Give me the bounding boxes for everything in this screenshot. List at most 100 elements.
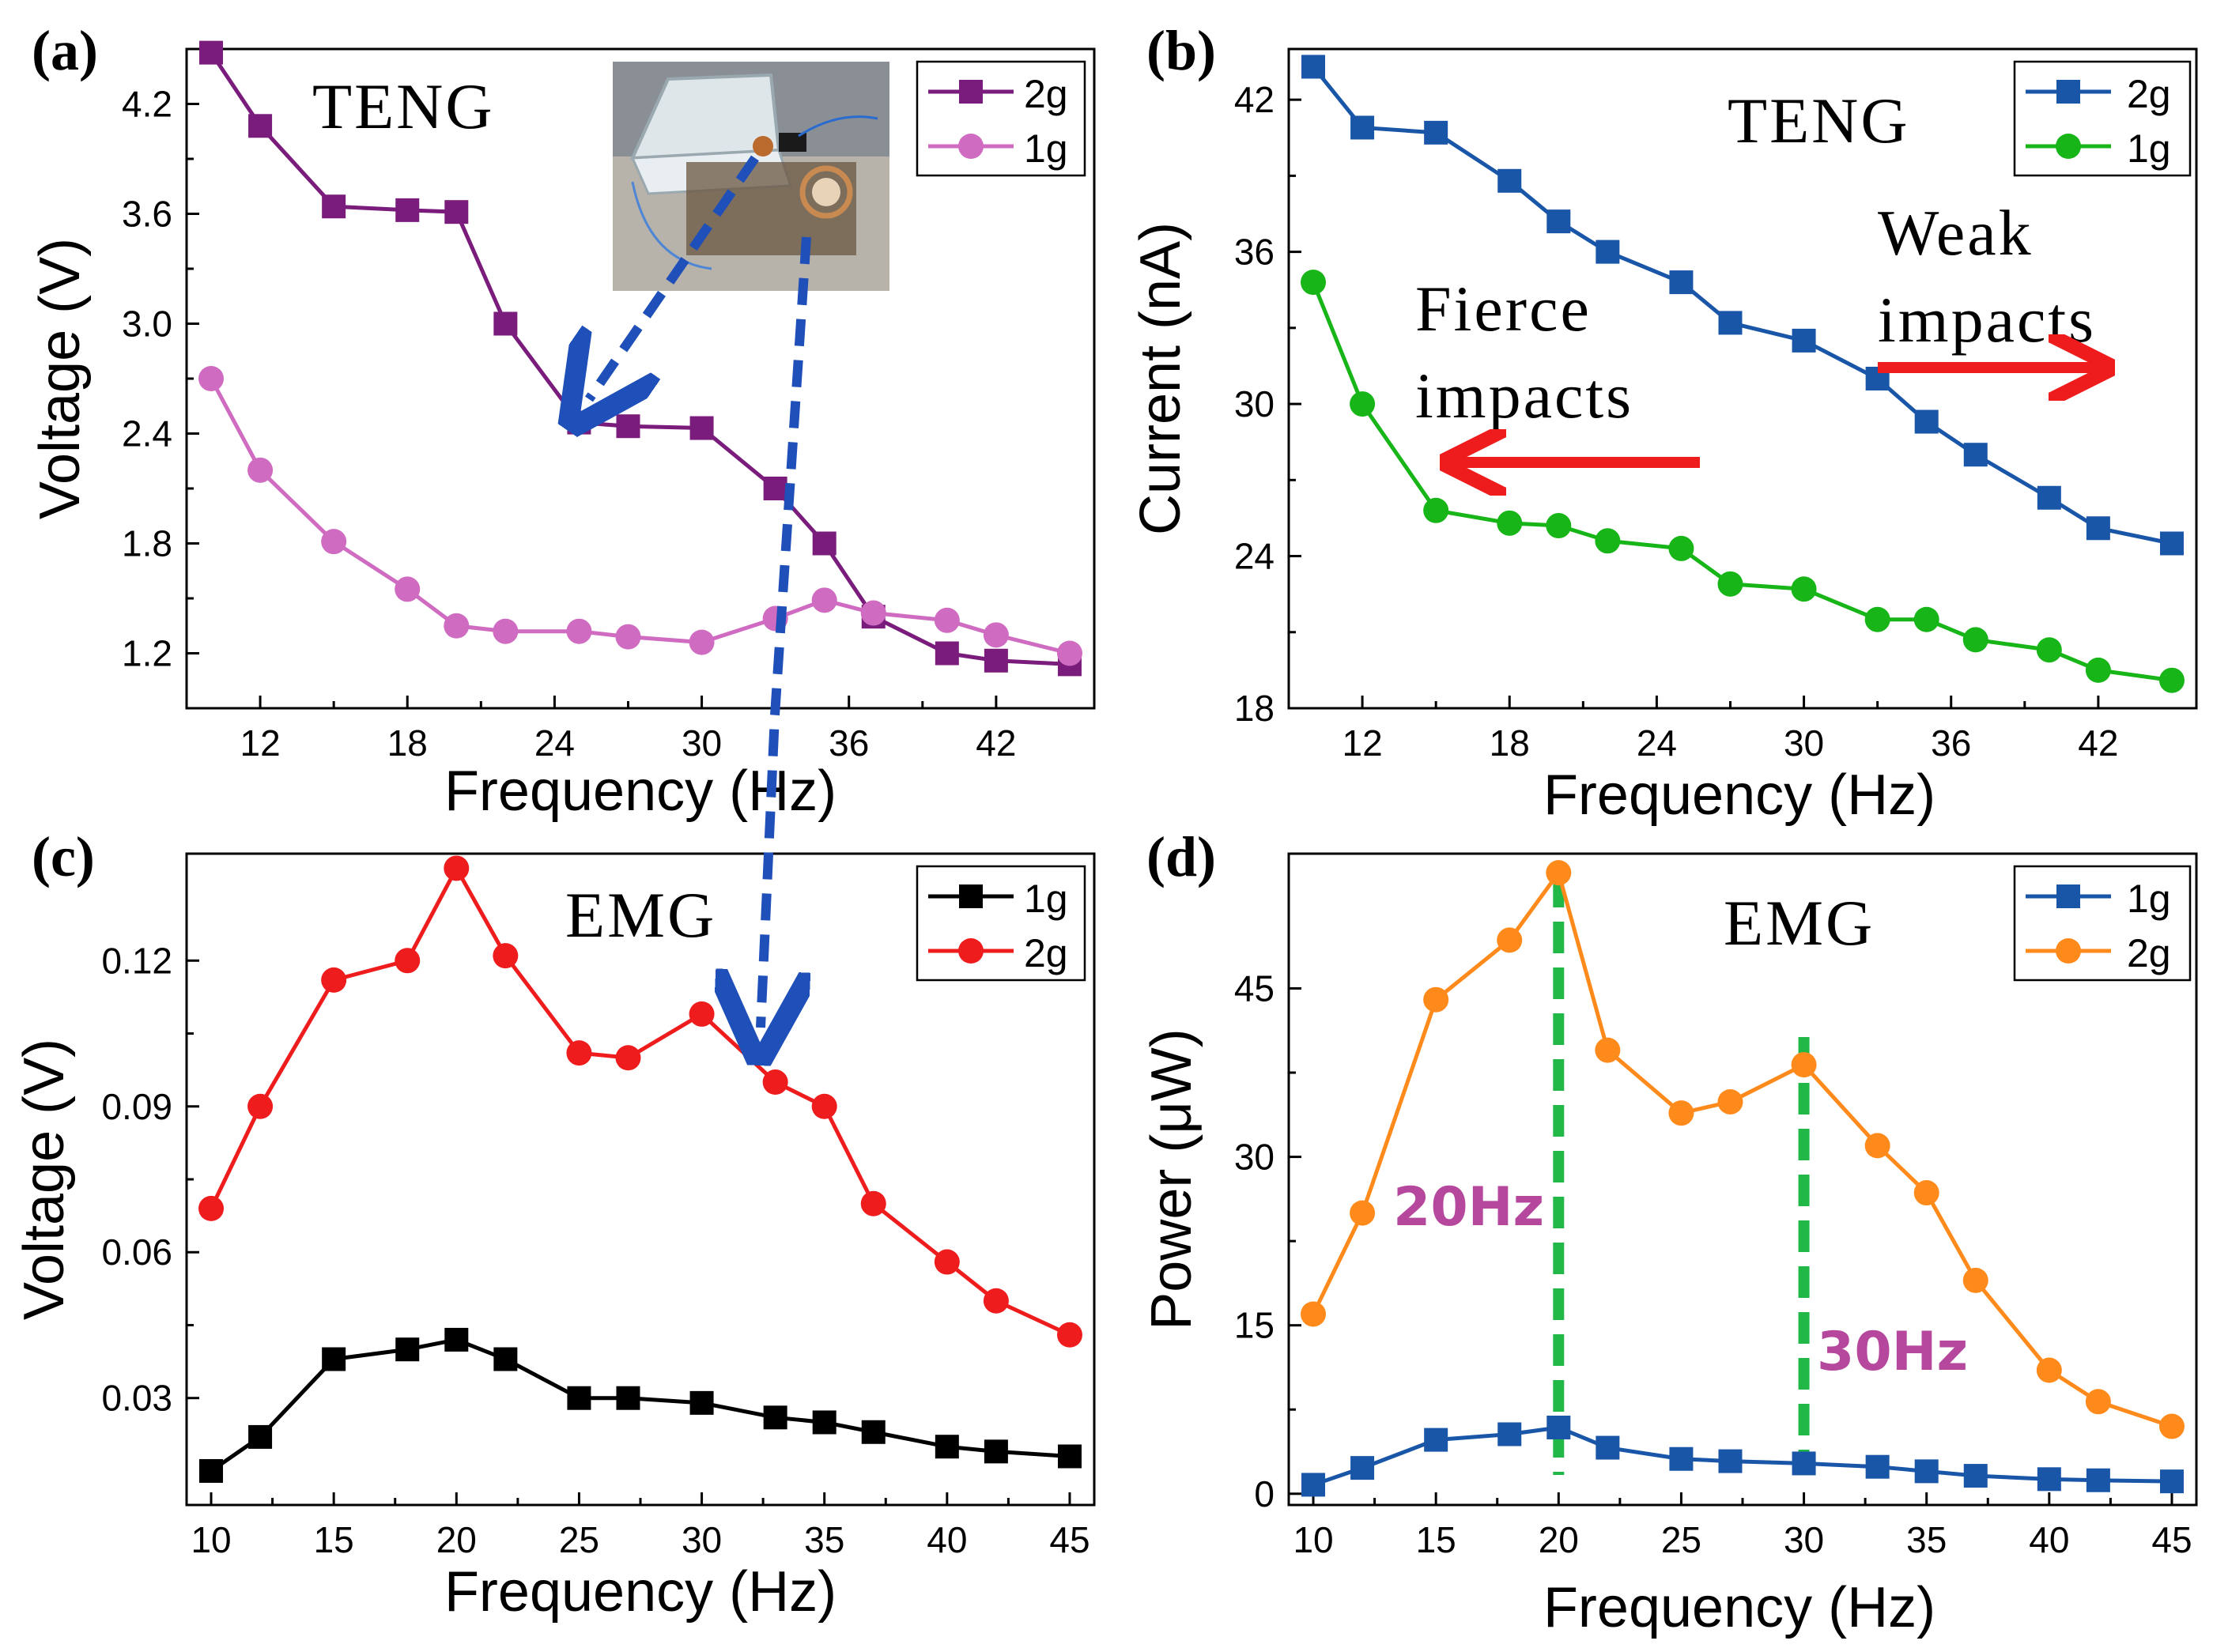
data-point-2g [248,114,273,138]
y-tick-label: 15 [1234,1305,1275,1346]
y-tick-label: 1.2 [122,633,172,674]
data-point-1g [1595,528,1621,554]
data-point-2g [1914,409,1939,434]
data-point-2g [493,311,518,336]
data-point-1g [1914,1459,1939,1484]
x-tick-label: 25 [1661,1519,1701,1560]
annotation-fierce-2: impacts [1415,360,1633,432]
data-point-2g [763,477,787,500]
data-point-2g [322,194,346,219]
data-point-2g [1301,55,1326,79]
legend-label-b-2g: 2g [2127,72,2171,116]
legend-swatch-marker-2g [958,938,984,964]
data-point-2g [1963,443,1988,467]
y-tick-label: 3.6 [122,194,172,235]
x-axis-title-c: Frequency (Hz) [444,1560,836,1624]
legend-label-d-1g: 1g [2127,877,2171,921]
data-point-1g [1301,1473,1326,1497]
data-point-1g [2159,1469,2184,1494]
x-tick-label: 30 [682,722,722,764]
legend-swatch-marker-2g [959,80,983,104]
data-point-2g [1546,860,1572,886]
legend-d: 1g 2g [2013,865,2192,982]
y-tick-label: 3.0 [122,304,172,345]
panel-a: 12 18 24 30 36 421.21.82.43.03.64.2 (a) TENG … [28,19,1096,823]
data-point-2g [1424,120,1448,145]
data-point-2g [615,1045,641,1071]
panel-d: 10 15 20 25 30 35 40 45 0 15 30 45 (d) EMG 20Hz 30H… [1140,825,2198,1639]
data-point-1g [1056,640,1082,666]
data-point-1g [1423,497,1449,523]
y-axis-title-a: Voltage (V) [28,238,92,519]
data-point-2g [2036,1357,2062,1383]
y-axis-title-b: Current (nA) [1129,222,1192,535]
y-axis-title-c: Voltage (V) [13,1039,76,1320]
data-point-1g [321,529,347,555]
data-point-1g [1668,535,1694,561]
data-point-2g [1596,240,1620,264]
x-axis-title-b: Frequency (Hz) [1543,764,1935,827]
data-point-1g [983,622,1009,648]
x-tick-label: 25 [559,1519,599,1560]
data-point-1g [444,1327,469,1352]
x-tick-label: 12 [240,722,280,764]
x-tick-label: 35 [804,1519,844,1560]
ticks-d: 10 15 20 25 30 35 40 45 0 15 30 45 [1234,967,2192,1560]
y-tick-label: 24 [1234,536,1275,577]
data-point-2g [762,1069,788,1096]
data-point-1g [984,1439,1008,1464]
data-point-1g [1669,1446,1694,1471]
data-point-2g [1792,328,1816,353]
legend-swatch-marker-2g [2056,80,2080,104]
data-point-1g [1546,1415,1571,1439]
annotation-teng-b: TENG [1728,85,1910,157]
data-point-1g [395,576,421,602]
annotation-emg-d: EMG [1724,887,1875,959]
dashed-arrow-photo-to-a [589,155,759,399]
legend-swatch-marker-1g [959,884,983,908]
data-point-1g [567,1386,591,1410]
data-point-2g [1669,270,1694,295]
data-point-1g [2036,637,2062,663]
x-tick-label: 12 [1342,722,1382,764]
annotation-weak-2: impacts [1878,284,2096,356]
data-point-2g [1718,311,1743,335]
data-point-2g [811,1093,837,1119]
data-point-1g [812,1410,836,1435]
data-point-1g [934,607,960,633]
data-point-2g [1668,1100,1694,1126]
data-point-2g [812,531,836,556]
data-point-2g [2158,1413,2185,1439]
x-tick-label: 42 [2078,722,2118,764]
data-point-2g [1423,986,1449,1013]
data-point-1g [763,1405,787,1430]
data-point-1g [1546,513,1572,539]
data-point-1g [1350,391,1376,417]
data-point-1g [248,1424,273,1449]
x-tick-label: 42 [976,722,1016,764]
data-point-1g [1963,1464,1988,1488]
data-point-2g [444,200,469,224]
vlines-d [1553,876,1810,1475]
y-tick-label: 0.03 [101,1378,172,1419]
panel-label-d: (d) [1146,825,1216,888]
data-point-1g [2086,1468,2110,1492]
data-point-1g [322,1347,346,1371]
legend-label-d-2g: 2g [2127,931,2171,975]
x-tick-label: 10 [191,1519,231,1560]
data-point-1g [1497,1422,1522,1446]
data-point-1g [493,1347,518,1371]
data-point-1g [1718,1449,1743,1473]
data-point-2g [566,1040,592,1066]
ticks-a: 12 18 24 30 36 42 1.2 1.8 2.4 3.0 3.6 4.2 [122,84,1016,764]
data-point-1g [2085,657,2111,683]
data-point-2g [198,1195,225,1221]
data-point-2g [616,414,640,439]
data-point-1g [811,587,837,613]
data-point-2g [1717,1088,1743,1115]
data-point-1g [615,624,641,650]
legend-swatch-marker-1g [958,134,984,159]
series-c [198,855,1082,1483]
data-point-1g [2158,667,2185,693]
